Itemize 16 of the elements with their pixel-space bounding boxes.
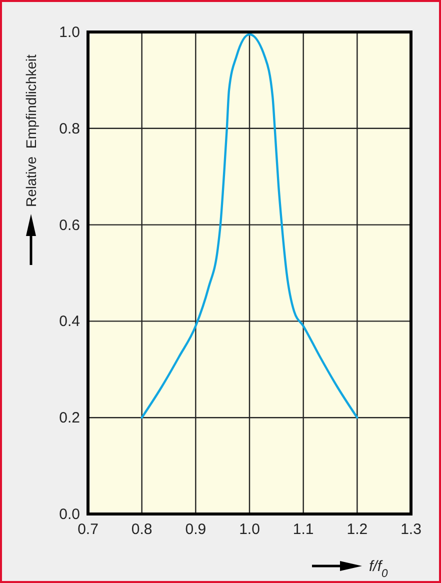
- y-tick-label: 0.4: [59, 313, 80, 330]
- x-tick-label: 0.8: [131, 521, 152, 538]
- y-tick-label: 0.2: [59, 410, 80, 427]
- line-series: [140, 33, 358, 419]
- x-axis-title: f/f$_{0}$: [369, 558, 389, 580]
- y-axis-title: Relative Empfindlichkeit: [23, 54, 39, 207]
- x-tick-label: 1.1: [292, 521, 314, 538]
- x-tick-label: 1.3: [400, 521, 422, 538]
- y-tick-label: 0.8: [59, 120, 80, 138]
- x-tick-label: 0.9: [185, 521, 206, 538]
- x-tick-label: 1.2: [346, 521, 368, 538]
- y-tick-label: 1.0: [59, 24, 80, 41]
- x-tick-label: 0.7: [78, 521, 98, 538]
- x-tick-label: 1.0: [239, 521, 260, 538]
- y-tick-label: 0.0: [59, 506, 80, 523]
- y-tick-label: 0.6: [59, 216, 80, 234]
